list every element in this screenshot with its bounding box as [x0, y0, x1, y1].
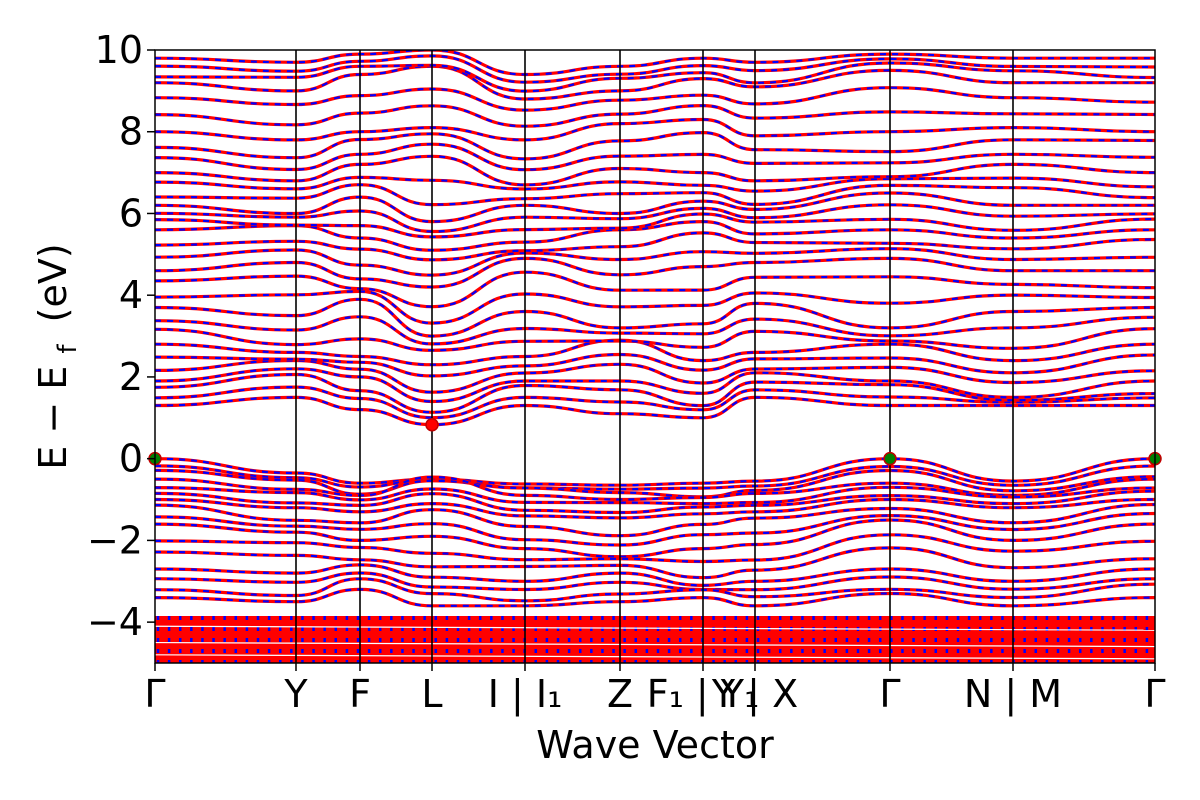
y-tick-label: 10 [95, 28, 143, 72]
band-line-blue [155, 464, 1155, 491]
band-line-blue [155, 512, 1155, 547]
band-line-blue [155, 498, 1155, 520]
band-line-blue [155, 143, 1155, 171]
x-tick-label: Y | X [711, 672, 798, 717]
y-tick-label: 2 [119, 355, 143, 399]
band-line-blue [155, 131, 1155, 161]
band-line-blue [155, 65, 1155, 101]
band-line-blue [155, 475, 1155, 501]
band-line-blue [155, 257, 1155, 289]
kpath-lines [295, 50, 1014, 663]
band-line-blue [155, 327, 1155, 352]
band-line-blue [155, 385, 1155, 419]
band-line-blue [155, 518, 1155, 558]
band-line-red [155, 457, 1155, 487]
x-tick-label: Γ [144, 672, 165, 716]
y-tick-label: 6 [119, 191, 143, 235]
extrema-markers [148, 417, 1162, 466]
band-line-blue [155, 183, 1155, 206]
band-line-blue [155, 588, 1155, 607]
band-line-red [155, 315, 1155, 346]
y-tick-label: 8 [119, 110, 143, 154]
y-axis-title-main: E − E [31, 366, 75, 470]
x-axis-title: Wave Vector [536, 723, 774, 767]
band-line-blue [155, 298, 1155, 338]
band-line-red [155, 270, 1155, 309]
band-line-red [155, 352, 1155, 378]
y-tick-label: −4 [87, 600, 143, 644]
band-line-blue [155, 546, 1155, 579]
y-axis-title-subscript: f [53, 344, 83, 354]
x-tick-label: F₁ | Y₁ [647, 672, 760, 717]
band-line-blue [155, 118, 1155, 142]
band-line-blue [155, 315, 1155, 346]
band-line-blue [155, 61, 1155, 93]
band-line-blue [155, 212, 1155, 239]
y-axis-ticks: −4 −2 0 2 4 6 8 10 [87, 28, 155, 644]
y-tick-label: −2 [87, 518, 143, 562]
dense-band-gap [155, 654, 1155, 660]
band-line-red [155, 256, 1155, 289]
y-axis-title-unit: (eV) [31, 243, 75, 322]
band-line-blue [155, 486, 1155, 505]
x-tick-label: N | M [964, 672, 1062, 717]
bands-group [155, 50, 1155, 608]
band-line-blue [155, 359, 1155, 394]
band-line-blue [155, 571, 1155, 591]
band-line-blue [155, 86, 1155, 112]
band-line-blue [155, 373, 1155, 414]
x-tick-label: Y [283, 672, 308, 716]
dense-band-gap [155, 641, 1155, 648]
plot-frame [154, 49, 1156, 664]
band-line-blue [155, 231, 1155, 261]
dense-band-region [155, 616, 1155, 663]
x-tick-label: Z [607, 672, 633, 716]
band-line-blue [155, 563, 1155, 587]
vbm-marker [883, 451, 897, 466]
band-line-blue [155, 533, 1155, 563]
y-axis-title: E − E f (eV) [31, 243, 85, 469]
y-tick-label: 0 [119, 437, 143, 481]
cbm-marker [425, 417, 439, 432]
band-line-blue [155, 469, 1155, 499]
band-line-blue [155, 203, 1155, 233]
dense-band-gap [155, 625, 1155, 631]
x-tick-label: F [349, 672, 371, 716]
x-tick-label: I | I₁ [488, 672, 563, 717]
band-line-blue [155, 176, 1155, 193]
x-tick-label: Γ [879, 672, 900, 716]
x-tick-label: L [421, 672, 442, 716]
y-tick-label: 4 [119, 273, 143, 317]
band-line-blue [155, 191, 1155, 223]
x-tick-label: Γ [1144, 672, 1165, 716]
band-line-blue [155, 367, 1155, 403]
band-line-blue [155, 155, 1155, 187]
band-line-blue [155, 490, 1155, 514]
